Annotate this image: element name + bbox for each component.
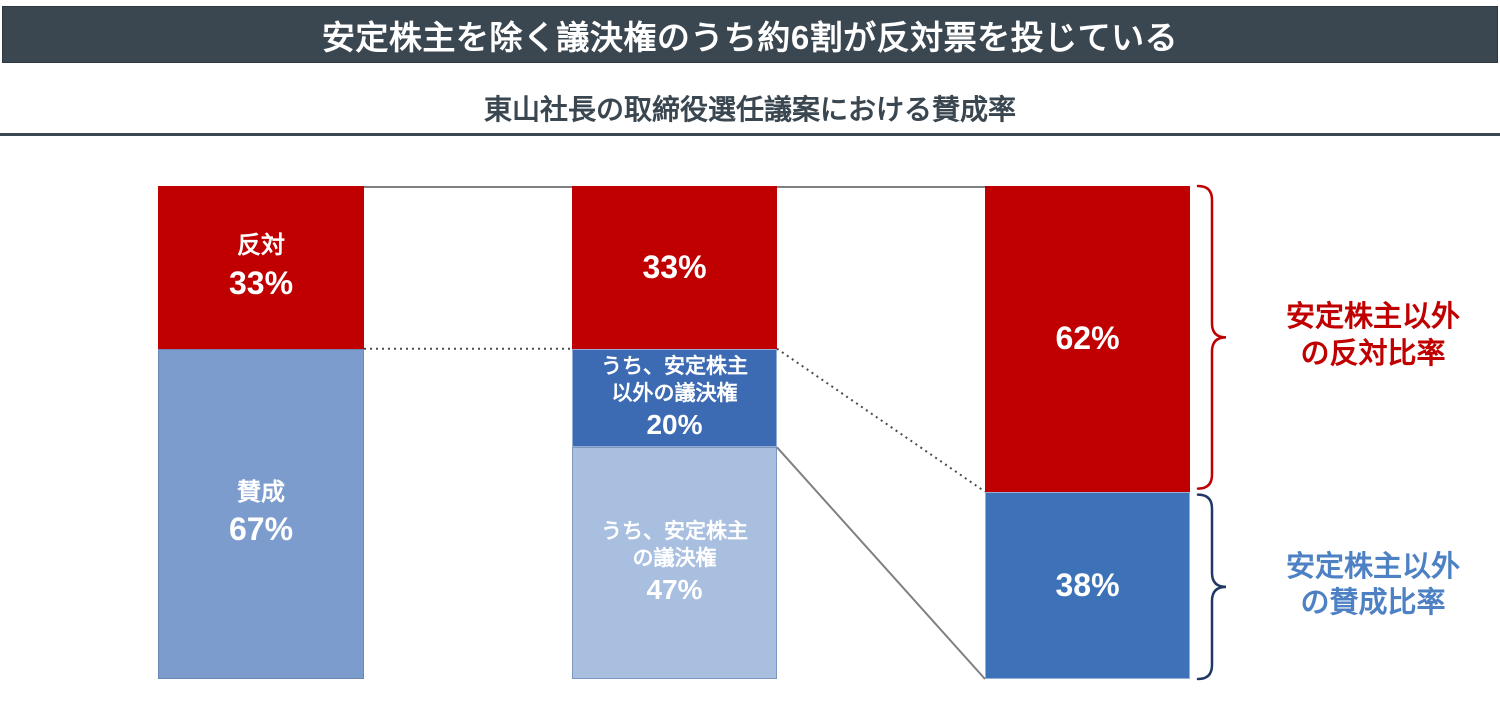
- connector-line-dotted: [776, 347, 986, 493]
- oppose-ratio-label-line1: 安定株主以外: [1285, 301, 1460, 334]
- approve-ratio-label-line2: の賛成比率: [1300, 587, 1446, 620]
- bar-segment: 33%: [572, 186, 777, 349]
- segment-label: 33%: [642, 248, 707, 285]
- segment-label: 47%: [646, 574, 703, 606]
- segment-label: うち、安定株主: [601, 355, 748, 379]
- bar-approval-breakdown: 33% うち、安定株主 以外の議決権 20% うち、安定株主 の議決権 47%: [572, 186, 777, 679]
- segment-label: 賛成: [237, 478, 285, 506]
- bar-segment: 賛成 67%: [158, 348, 364, 679]
- bar-all-voting-rights: 反対 33% 賛成 67%: [158, 186, 364, 679]
- oppose-ratio-label-line2: の反対比率: [1300, 337, 1446, 370]
- segment-label: 20%: [646, 409, 703, 441]
- bar-segment: 38%: [985, 491, 1190, 679]
- bar-segment: うち、安定株主 の議決権 47%: [572, 447, 777, 679]
- bar-excluding-stable-shareholders: 62% 38%: [985, 186, 1190, 679]
- brace-approve: [1196, 493, 1227, 681]
- bar-segment: 62%: [985, 186, 1190, 492]
- bar-segment: 反対 33%: [158, 186, 364, 349]
- approve-ratio-label-line1: 安定株主以外: [1285, 550, 1460, 583]
- segment-label: 62%: [1055, 320, 1120, 357]
- segment-label: 反対: [237, 232, 285, 260]
- oppose-ratio-label: 安定株主以外 の反対比率: [1248, 299, 1498, 372]
- segment-label: 33%: [228, 264, 294, 301]
- bar-segment: うち、安定株主 以外の議決権 20%: [572, 348, 777, 448]
- brace-oppose: [1196, 184, 1227, 490]
- header-bar: 安定株主を除く議決権のうち約6割が反対票を投じている: [2, 6, 1498, 63]
- segment-label: の議決権: [632, 547, 717, 571]
- segment-label: うち、安定株主: [601, 520, 748, 544]
- connector-line-solid: [776, 446, 986, 680]
- segment-label: 67%: [228, 511, 294, 548]
- page-title: 安定株主を除く議決権のうち約6割が反対票を投じている: [321, 18, 1179, 56]
- segment-label: 以外の議決権: [611, 382, 738, 406]
- chart-subtitle: 東山社長の取締役選任議案における賛成率: [483, 94, 1016, 125]
- approve-ratio-label: 安定株主以外 の賛成比率: [1248, 549, 1498, 622]
- segment-label: 38%: [1055, 566, 1120, 603]
- divider-line: [0, 133, 1500, 136]
